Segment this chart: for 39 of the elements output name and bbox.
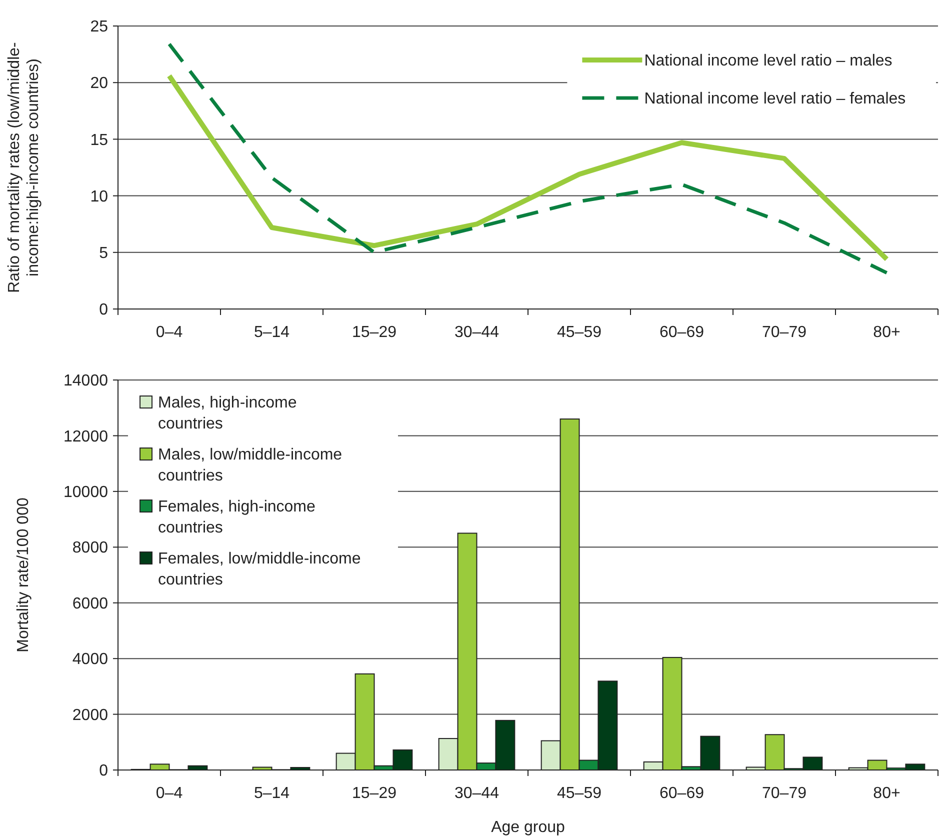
x-tick-label: 60–69 [660,785,704,802]
y-tick-label: 8000 [72,540,108,557]
y-axis-title: Mortality rate/100 000 [15,498,32,652]
x-tick-label: 15–29 [352,324,397,341]
x-tick-label: 60–69 [660,324,704,341]
legend-label: Males, high-income countries [158,394,297,433]
y-tick-label: 0 [99,302,108,319]
y-tick-label: 10000 [64,484,108,502]
x-tick-label: 70–79 [762,324,807,341]
x-tick-label: 80+ [873,785,900,802]
y-tick-label: 5 [99,245,108,262]
y-tick-label: 0 [99,762,108,780]
x-tick-label: 30–44 [454,324,500,341]
y-tick-label: 12000 [64,428,108,446]
x-tick-label: 70–79 [762,785,807,802]
x-tick-label: 5–14 [254,785,290,802]
x-tick-label: 15–29 [352,785,397,802]
x-tick-label: 5–14 [254,324,290,341]
legend-label: National income level ratio – males [644,52,892,70]
legend-label: Females, low/middle-income countries [158,550,361,589]
x-tick-label: 80+ [873,324,900,341]
y-tick-label: 20 [90,75,108,92]
x-tick-label: 30–44 [454,785,500,802]
y-tick-label: 2000 [72,706,108,724]
legend-label: National income level ratio – females [644,90,906,108]
x-tick-label: 0–4 [156,785,183,802]
x-axis-title: Age group [491,819,566,836]
x-tick-label: 45–59 [557,785,602,802]
x-tick-label: 45–59 [557,324,602,341]
y-tick-label: 4000 [72,651,108,668]
y-tick-label: 14000 [64,372,108,390]
y-tick-label: 6000 [72,595,108,612]
y-tick-label: 15 [90,132,108,149]
y-axis-title: Ratio of mortality rates (low/middle-income:high-income countries) [6,42,42,293]
legend-label: Males, low/middle-income countries [158,446,342,485]
y-tick-label: 25 [90,18,108,36]
y-tick-label: 10 [90,188,108,206]
legend-label: Females, high-income countries [158,498,316,537]
x-tick-label: 0–4 [156,324,183,341]
